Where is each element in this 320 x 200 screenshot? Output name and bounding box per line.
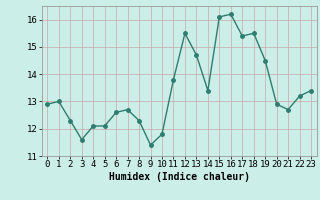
- X-axis label: Humidex (Indice chaleur): Humidex (Indice chaleur): [109, 172, 250, 182]
